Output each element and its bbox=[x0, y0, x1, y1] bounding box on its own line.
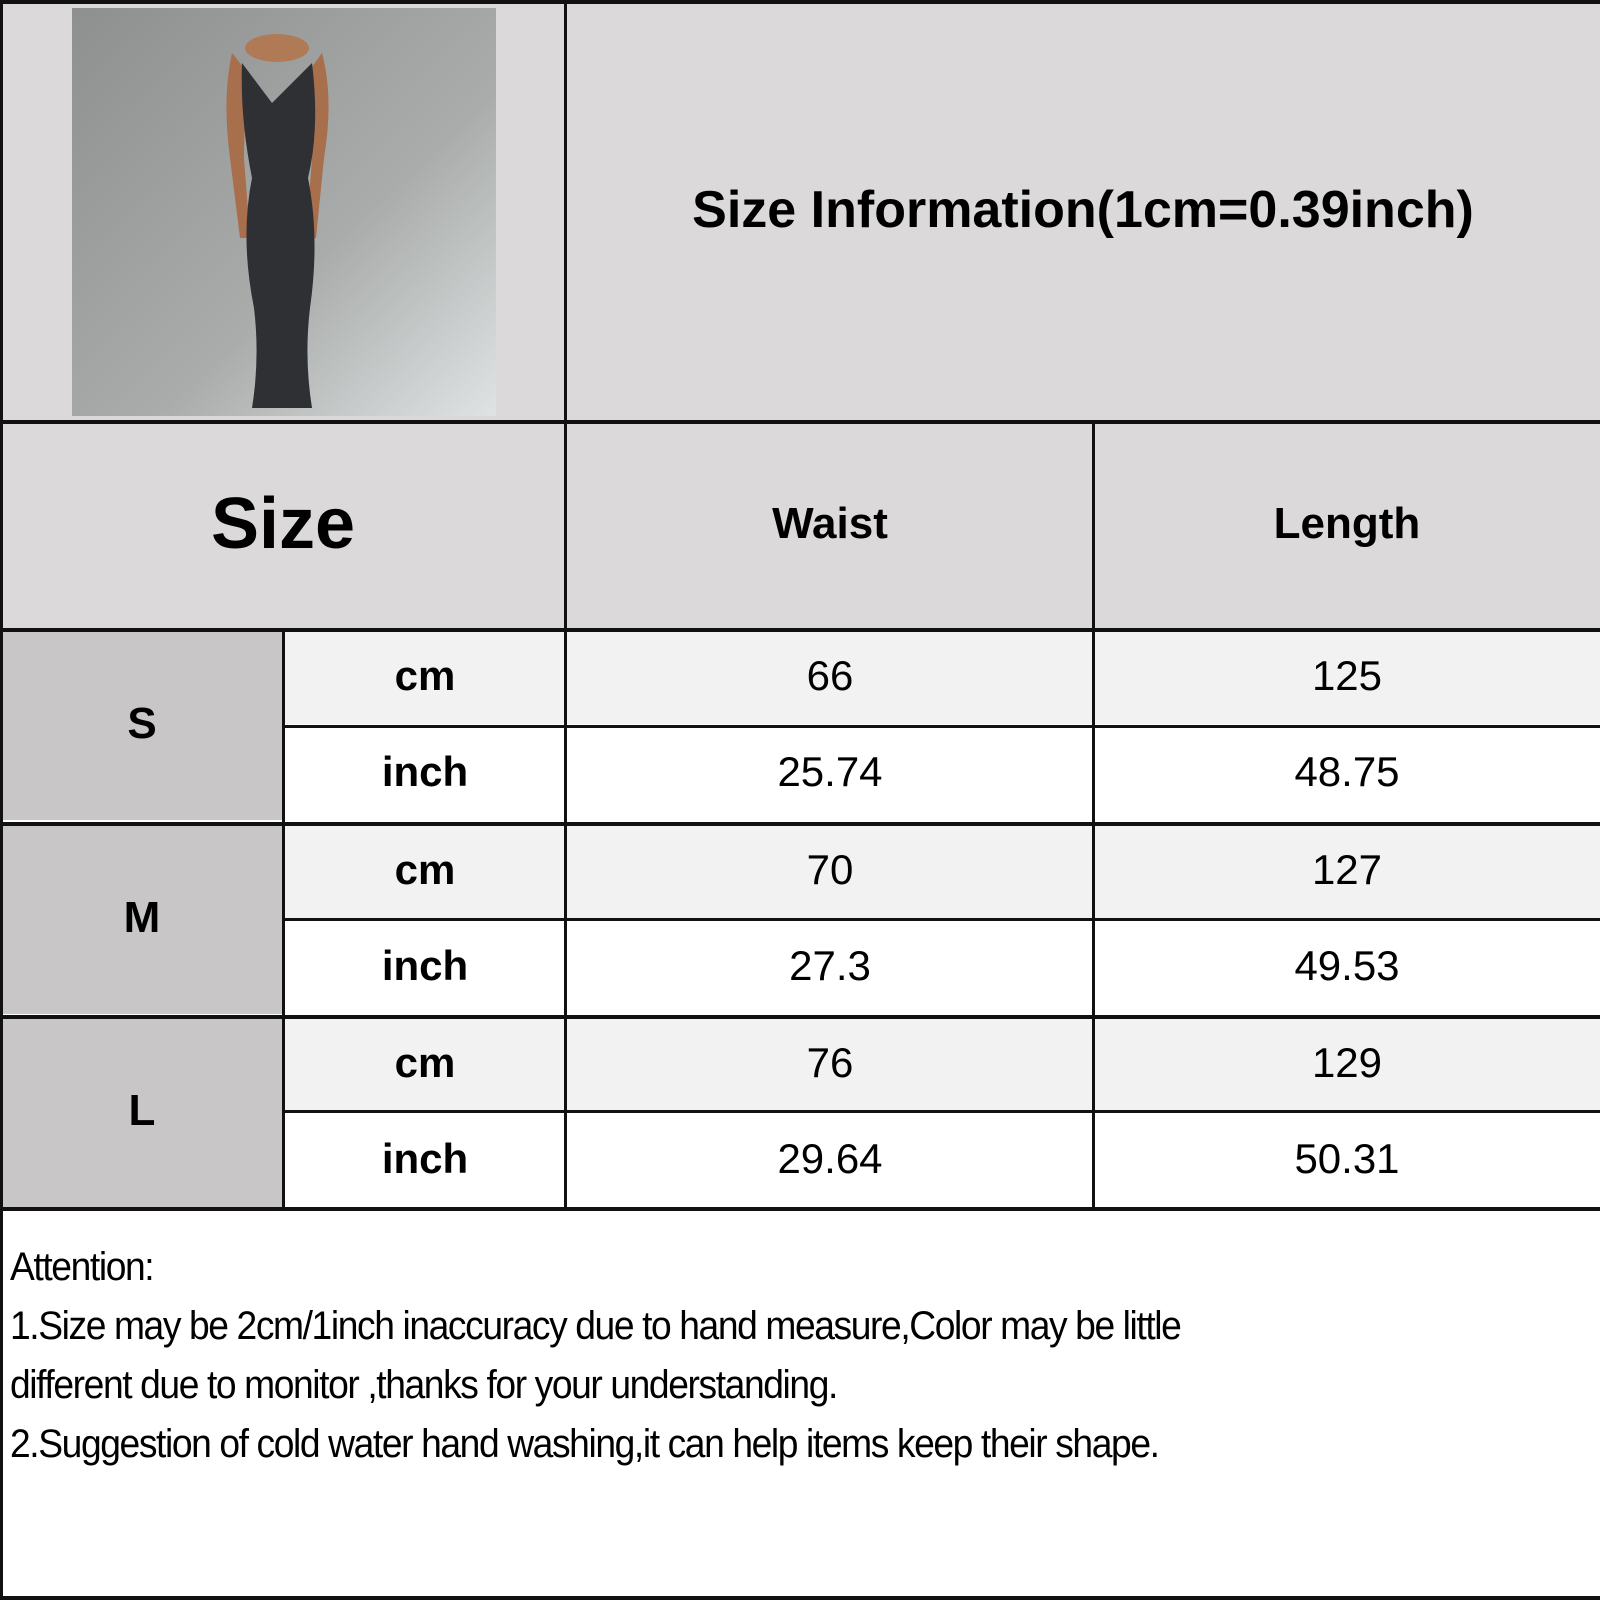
length-value: 129 bbox=[1311, 1039, 1383, 1086]
size-label-cell: M bbox=[0, 822, 284, 1014]
unit-cell-inch: inch bbox=[284, 1111, 566, 1207]
note-line: 1.Size may be 2cm/1inch inaccuracy due t… bbox=[10, 1304, 1182, 1348]
waist-value: 70 bbox=[806, 846, 854, 893]
size-label: M bbox=[123, 893, 161, 942]
grid-line bbox=[282, 628, 285, 1207]
length-value: 125 bbox=[1311, 652, 1383, 699]
size-label-cell: S bbox=[0, 628, 284, 820]
unit-label: inch bbox=[381, 748, 469, 795]
grid-line bbox=[0, 1207, 1600, 1211]
unit-label: cm bbox=[394, 1039, 456, 1086]
note-line: different due to monitor ,thanks for you… bbox=[10, 1363, 838, 1407]
attention-notes: Attention: 1.Size may be 2cm/1inch inacc… bbox=[10, 1238, 1489, 1474]
length-header-text: Length bbox=[1273, 499, 1421, 548]
size-label: S bbox=[127, 699, 157, 748]
waist-value: 25.74 bbox=[777, 748, 883, 795]
waist-value: 27.3 bbox=[789, 942, 871, 989]
notes-heading: Attention: bbox=[10, 1245, 155, 1289]
grid-line bbox=[0, 420, 1600, 424]
length-value-cell: 48.75 bbox=[1094, 724, 1600, 820]
length-value: 49.53 bbox=[1294, 942, 1400, 989]
grid-line bbox=[0, 0, 3, 1600]
size-label-cell: L bbox=[0, 1015, 284, 1207]
grid-line bbox=[284, 725, 1600, 728]
waist-header-text: Waist bbox=[772, 499, 888, 548]
waist-value: 29.64 bbox=[777, 1135, 883, 1182]
length-value-cell: 129 bbox=[1094, 1015, 1600, 1111]
grid-line bbox=[1092, 420, 1095, 1207]
title-text: Size Information(1cm=0.39inch) bbox=[692, 181, 1474, 239]
column-header-length: Length bbox=[1094, 420, 1600, 628]
grid-line bbox=[284, 918, 1600, 921]
grid-line bbox=[0, 1015, 1600, 1019]
size-label: L bbox=[128, 1086, 156, 1135]
length-value-cell: 50.31 bbox=[1094, 1111, 1600, 1207]
unit-label: inch bbox=[381, 1135, 469, 1182]
length-value-cell: 127 bbox=[1094, 822, 1600, 918]
length-value-cell: 49.53 bbox=[1094, 918, 1600, 1014]
length-value: 50.31 bbox=[1294, 1135, 1400, 1182]
waist-value-cell: 76 bbox=[566, 1015, 1094, 1111]
product-photo bbox=[72, 8, 496, 416]
grid-line bbox=[284, 1110, 1600, 1113]
grid-line bbox=[0, 1596, 1600, 1600]
column-header-waist: Waist bbox=[566, 420, 1094, 628]
waist-value-cell: 29.64 bbox=[566, 1111, 1094, 1207]
waist-value-cell: 25.74 bbox=[566, 724, 1094, 820]
waist-value-cell: 66 bbox=[566, 628, 1094, 724]
waist-value-cell: 27.3 bbox=[566, 918, 1094, 1014]
unit-cell-inch: inch bbox=[284, 724, 566, 820]
unit-cell-cm: cm bbox=[284, 1015, 566, 1111]
length-value: 127 bbox=[1311, 846, 1383, 893]
page-title: Size Information(1cm=0.39inch) bbox=[566, 0, 1600, 420]
grid-line bbox=[0, 0, 1600, 4]
unit-label: inch bbox=[381, 942, 469, 989]
grid-line bbox=[0, 822, 1600, 826]
unit-cell-cm: cm bbox=[284, 628, 566, 724]
grid-line bbox=[564, 0, 567, 1207]
unit-cell-inch: inch bbox=[284, 918, 566, 1014]
note-line: 2.Suggestion of cold water hand washing,… bbox=[10, 1422, 1160, 1466]
waist-value-cell: 70 bbox=[566, 822, 1094, 918]
length-value: 48.75 bbox=[1294, 748, 1400, 795]
waist-value: 76 bbox=[806, 1039, 854, 1086]
unit-label: cm bbox=[394, 846, 456, 893]
waist-value: 66 bbox=[806, 652, 854, 699]
unit-cell-cm: cm bbox=[284, 822, 566, 918]
size-header-text: Size bbox=[210, 484, 356, 564]
grid-line bbox=[0, 628, 1600, 632]
size-header: Size bbox=[0, 420, 566, 628]
unit-label: cm bbox=[394, 652, 456, 699]
length-value-cell: 125 bbox=[1094, 628, 1600, 724]
